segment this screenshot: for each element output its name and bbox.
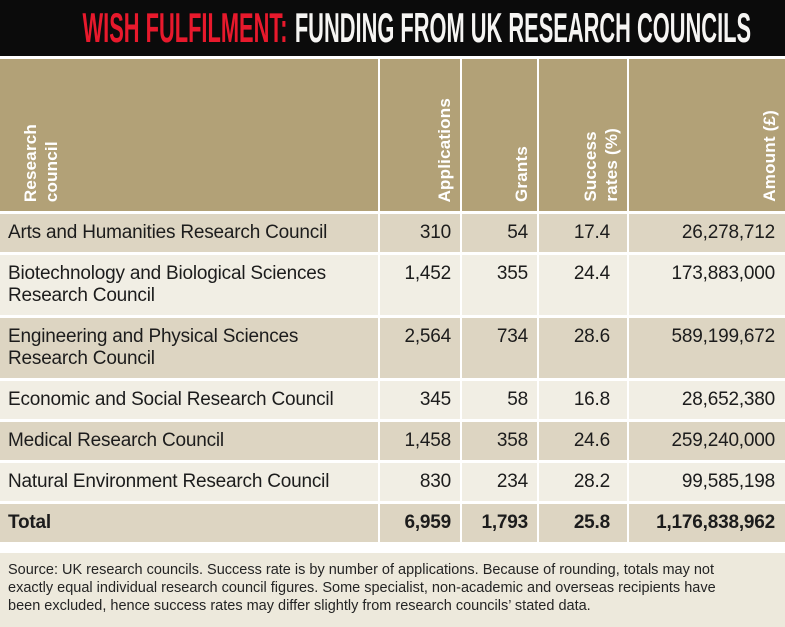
council-cell: Biotechnology and Biological Sciences Re… (0, 255, 378, 315)
council-cell: Natural Environment Research Council (0, 463, 378, 501)
applications-cell: 830 (380, 463, 460, 501)
amount-cell: 99,585,198 (629, 463, 785, 501)
applications-cell: 1,458 (380, 422, 460, 460)
grants-cell: 355 (462, 255, 537, 315)
table-header-row: Research council Applications Grants Suc… (0, 59, 785, 211)
council-cell: Engineering and Physical Sciences Resear… (0, 318, 378, 378)
column-header-label: Applications (435, 97, 454, 202)
column-header-grants: Grants (462, 59, 537, 211)
grants-cell: 234 (462, 463, 537, 501)
table-row: Economic and Social Research Council 345… (0, 381, 785, 419)
title-bar: WISH FULFILMENT: FUNDING FROM UK RESEARCH… (0, 0, 785, 56)
table-row: Biotechnology and Biological Sciences Re… (0, 255, 785, 315)
applications-cell: 1,452 (380, 255, 460, 315)
council-cell: Medical Research Council (0, 422, 378, 460)
column-header-label: Grants (512, 146, 531, 202)
success-rate-cell: 16.8 (539, 381, 627, 419)
grants-cell: 58 (462, 381, 537, 419)
table-row: Natural Environment Research Council 830… (0, 463, 785, 501)
grants-cell: 54 (462, 214, 537, 252)
funding-table: Research council Applications Grants Suc… (0, 59, 785, 542)
amount-cell: 589,199,672 (629, 318, 785, 378)
applications-cell: 345 (380, 381, 460, 419)
total-label-cell: Total (0, 504, 378, 542)
grants-total-cell: 1,793 (462, 504, 537, 542)
applications-cell: 2,564 (380, 318, 460, 378)
column-header-label: Research council (21, 123, 61, 202)
column-header-label: Amount (£) (760, 110, 779, 202)
column-header-amount: Amount (£) (629, 59, 785, 211)
column-header-research-council: Research council (0, 59, 378, 211)
grants-cell: 358 (462, 422, 537, 460)
success-rate-cell: 17.4 (539, 214, 627, 252)
success-rate-cell: 28.2 (539, 463, 627, 501)
success-rate-total-cell: 25.8 (539, 504, 627, 542)
title-highlight: WISH FULFILMENT: (82, 4, 288, 51)
applications-total-cell: 6,959 (380, 504, 460, 542)
column-header-applications: Applications (380, 59, 460, 211)
council-cell: Economic and Social Research Council (0, 381, 378, 419)
table-row: Arts and Humanities Research Council 310… (0, 214, 785, 252)
applications-cell: 310 (380, 214, 460, 252)
column-header-label: Success rates (%) (581, 128, 621, 202)
grants-cell: 734 (462, 318, 537, 378)
title-main: FUNDING FROM UK RESEARCH COUNCILS (294, 4, 751, 51)
success-rate-cell: 24.4 (539, 255, 627, 315)
column-header-success-rates: Success rates (%) (539, 59, 627, 211)
council-cell: Arts and Humanities Research Council (0, 214, 378, 252)
amount-total-cell: 1,176,838,962 (629, 504, 785, 542)
amount-cell: 259,240,000 (629, 422, 785, 460)
success-rate-cell: 24.6 (539, 422, 627, 460)
table-row: Engineering and Physical Sciences Resear… (0, 318, 785, 378)
table-row: Medical Research Council 1,458 358 24.6 … (0, 422, 785, 460)
source-note: Source: UK research councils. Success ra… (0, 553, 785, 627)
page-title: WISH FULFILMENT: FUNDING FROM UK RESEARCH… (82, 4, 751, 52)
amount-cell: 173,883,000 (629, 255, 785, 315)
amount-cell: 26,278,712 (629, 214, 785, 252)
success-rate-cell: 28.6 (539, 318, 627, 378)
table-total-row: Total 6,959 1,793 25.8 1,176,838,962 (0, 504, 785, 542)
amount-cell: 28,652,380 (629, 381, 785, 419)
